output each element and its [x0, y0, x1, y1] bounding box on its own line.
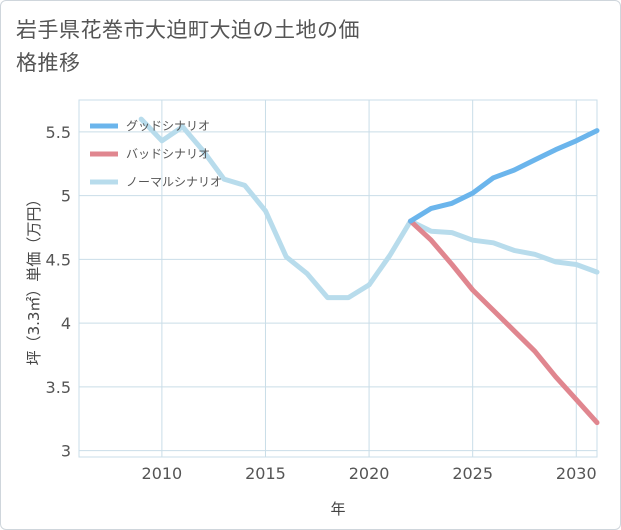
- chart-title: 岩手県花巻市大迫町大迫の土地の価格推移: [16, 18, 360, 75]
- legend-bad-label: バッドシナリオ: [126, 147, 210, 161]
- y-tick-label: 4: [61, 314, 71, 333]
- x-axis-title: 年: [330, 500, 345, 518]
- plot-area: [78, 99, 598, 458]
- grid: [78, 99, 598, 458]
- legend-normal-label: ノーマルシナリオ: [126, 175, 222, 189]
- bad-scenario-line: [408, 218, 600, 426]
- legend-good-label: グッドシナリオ: [126, 119, 210, 133]
- y-axis-title: 坪（3.3㎡）単価（万円）: [25, 192, 43, 366]
- x-tick-label: 2025: [452, 464, 493, 483]
- normal-scenario-line: [138, 116, 600, 301]
- y-tick-label: 3: [61, 442, 71, 461]
- y-tick-label: 3.5: [46, 378, 71, 397]
- y-tick-label: 5: [61, 187, 71, 206]
- x-tick-label: 2030: [556, 464, 597, 483]
- x-tick-label: 2015: [245, 464, 286, 483]
- x-tick-label: 2020: [349, 464, 390, 483]
- x-tick-label: 2010: [142, 464, 183, 483]
- good-scenario-line: [408, 128, 600, 224]
- y-tick-label: 5.5: [46, 123, 71, 142]
- y-axis-ticks: 3 3.5 4 4.5 5 5.5: [46, 123, 71, 461]
- y-tick-label: 4.5: [46, 250, 71, 269]
- x-axis-ticks: 2010 2015 2020 2025 2030: [142, 464, 597, 483]
- series-lines: [138, 116, 600, 426]
